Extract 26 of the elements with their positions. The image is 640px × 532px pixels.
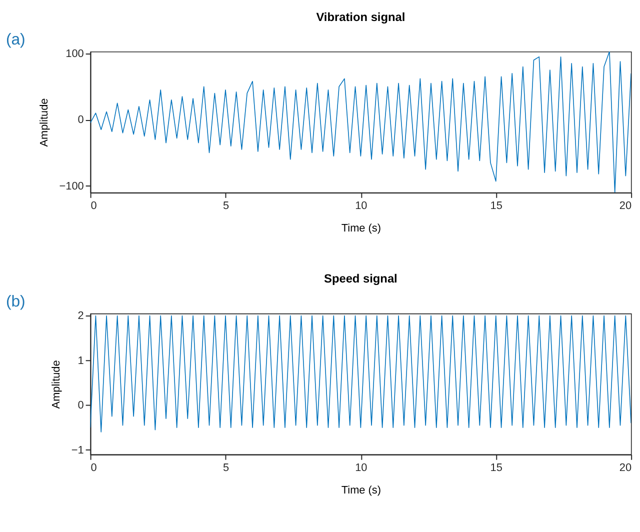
y-tick-label: 0	[78, 114, 84, 126]
x-tick-label: 20	[619, 462, 632, 474]
y-tick-label: 2	[78, 310, 84, 322]
x-axis-title: Time (s)	[341, 222, 381, 235]
y-tick-label: 100	[66, 48, 84, 60]
x-tick-label: 20	[619, 200, 632, 212]
text: (a)	[6, 32, 26, 49]
x-tick-label: 10	[355, 462, 368, 474]
line-series	[90, 315, 632, 432]
y-tick-label: 1	[78, 354, 84, 367]
y-axis-title: Amplitude	[50, 360, 62, 409]
chart-title: Vibration signal	[316, 10, 406, 24]
x-tick-label: 15	[490, 462, 502, 474]
x-tick-label: 5	[222, 462, 230, 474]
text: (b)	[6, 294, 26, 311]
x-tick-label: 0	[90, 462, 97, 474]
x-tick-label: 5	[222, 200, 230, 212]
y-axis-title: Amplitude	[38, 98, 50, 147]
y-tick-label: −100	[59, 180, 84, 192]
y-tick-label: −1	[71, 444, 84, 456]
chart-title: Speed signal	[324, 272, 398, 286]
x-tick-label: 10	[355, 200, 368, 212]
x-tick-label: 15	[490, 200, 502, 212]
x-tick-label: 0	[90, 200, 97, 212]
x-axis-title: Time (s)	[341, 484, 381, 497]
y-tick-label: 0	[78, 400, 84, 412]
